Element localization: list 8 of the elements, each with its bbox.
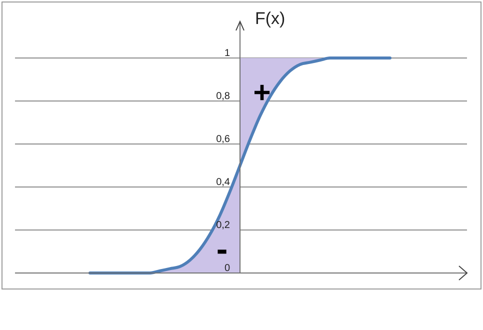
y-tick-label: 0,4: [216, 177, 230, 188]
y-tick-label: 1: [224, 48, 230, 59]
y-tick-label: 0,2: [216, 220, 230, 231]
annotation: +: [253, 76, 271, 110]
y-tick-label: 0: [224, 263, 230, 274]
y-tick-label: 0,8: [216, 91, 230, 102]
y-tick-label: 0,6: [216, 134, 230, 145]
y-axis-title: F(x): [255, 9, 286, 28]
